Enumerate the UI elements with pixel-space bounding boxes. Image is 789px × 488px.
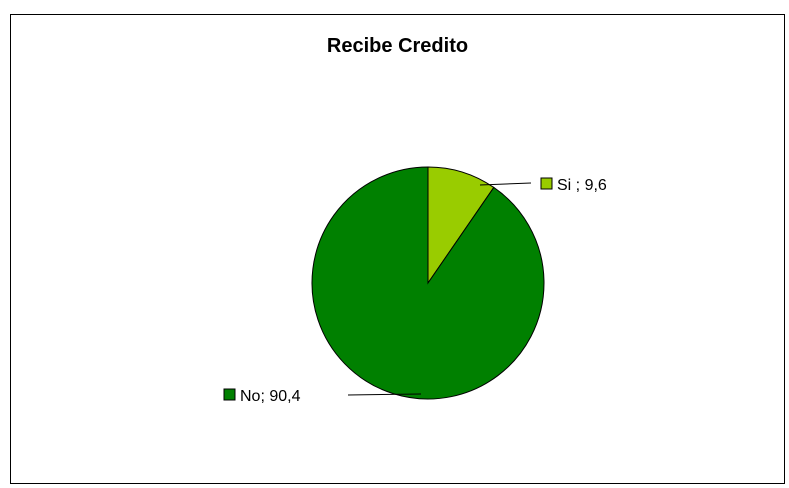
leader-line-si [479,182,532,186]
data-label-si: Si ; 9,6 [557,177,607,194]
data-label-no: No; 90,4 [240,388,301,405]
chart-title: Recibe Credito [326,35,469,57]
label-swatch-no [223,388,236,401]
leader-line-no [347,393,422,396]
pie-slice-no [311,166,545,400]
pie-chart: Si ; 9,6 No; 90,4 [223,166,607,405]
label-swatch-si [540,177,553,190]
chart-area: Recibe Credito Si ; 9,6 No; 90,4 [10,14,785,484]
cropped-heading-strip [0,0,789,14]
